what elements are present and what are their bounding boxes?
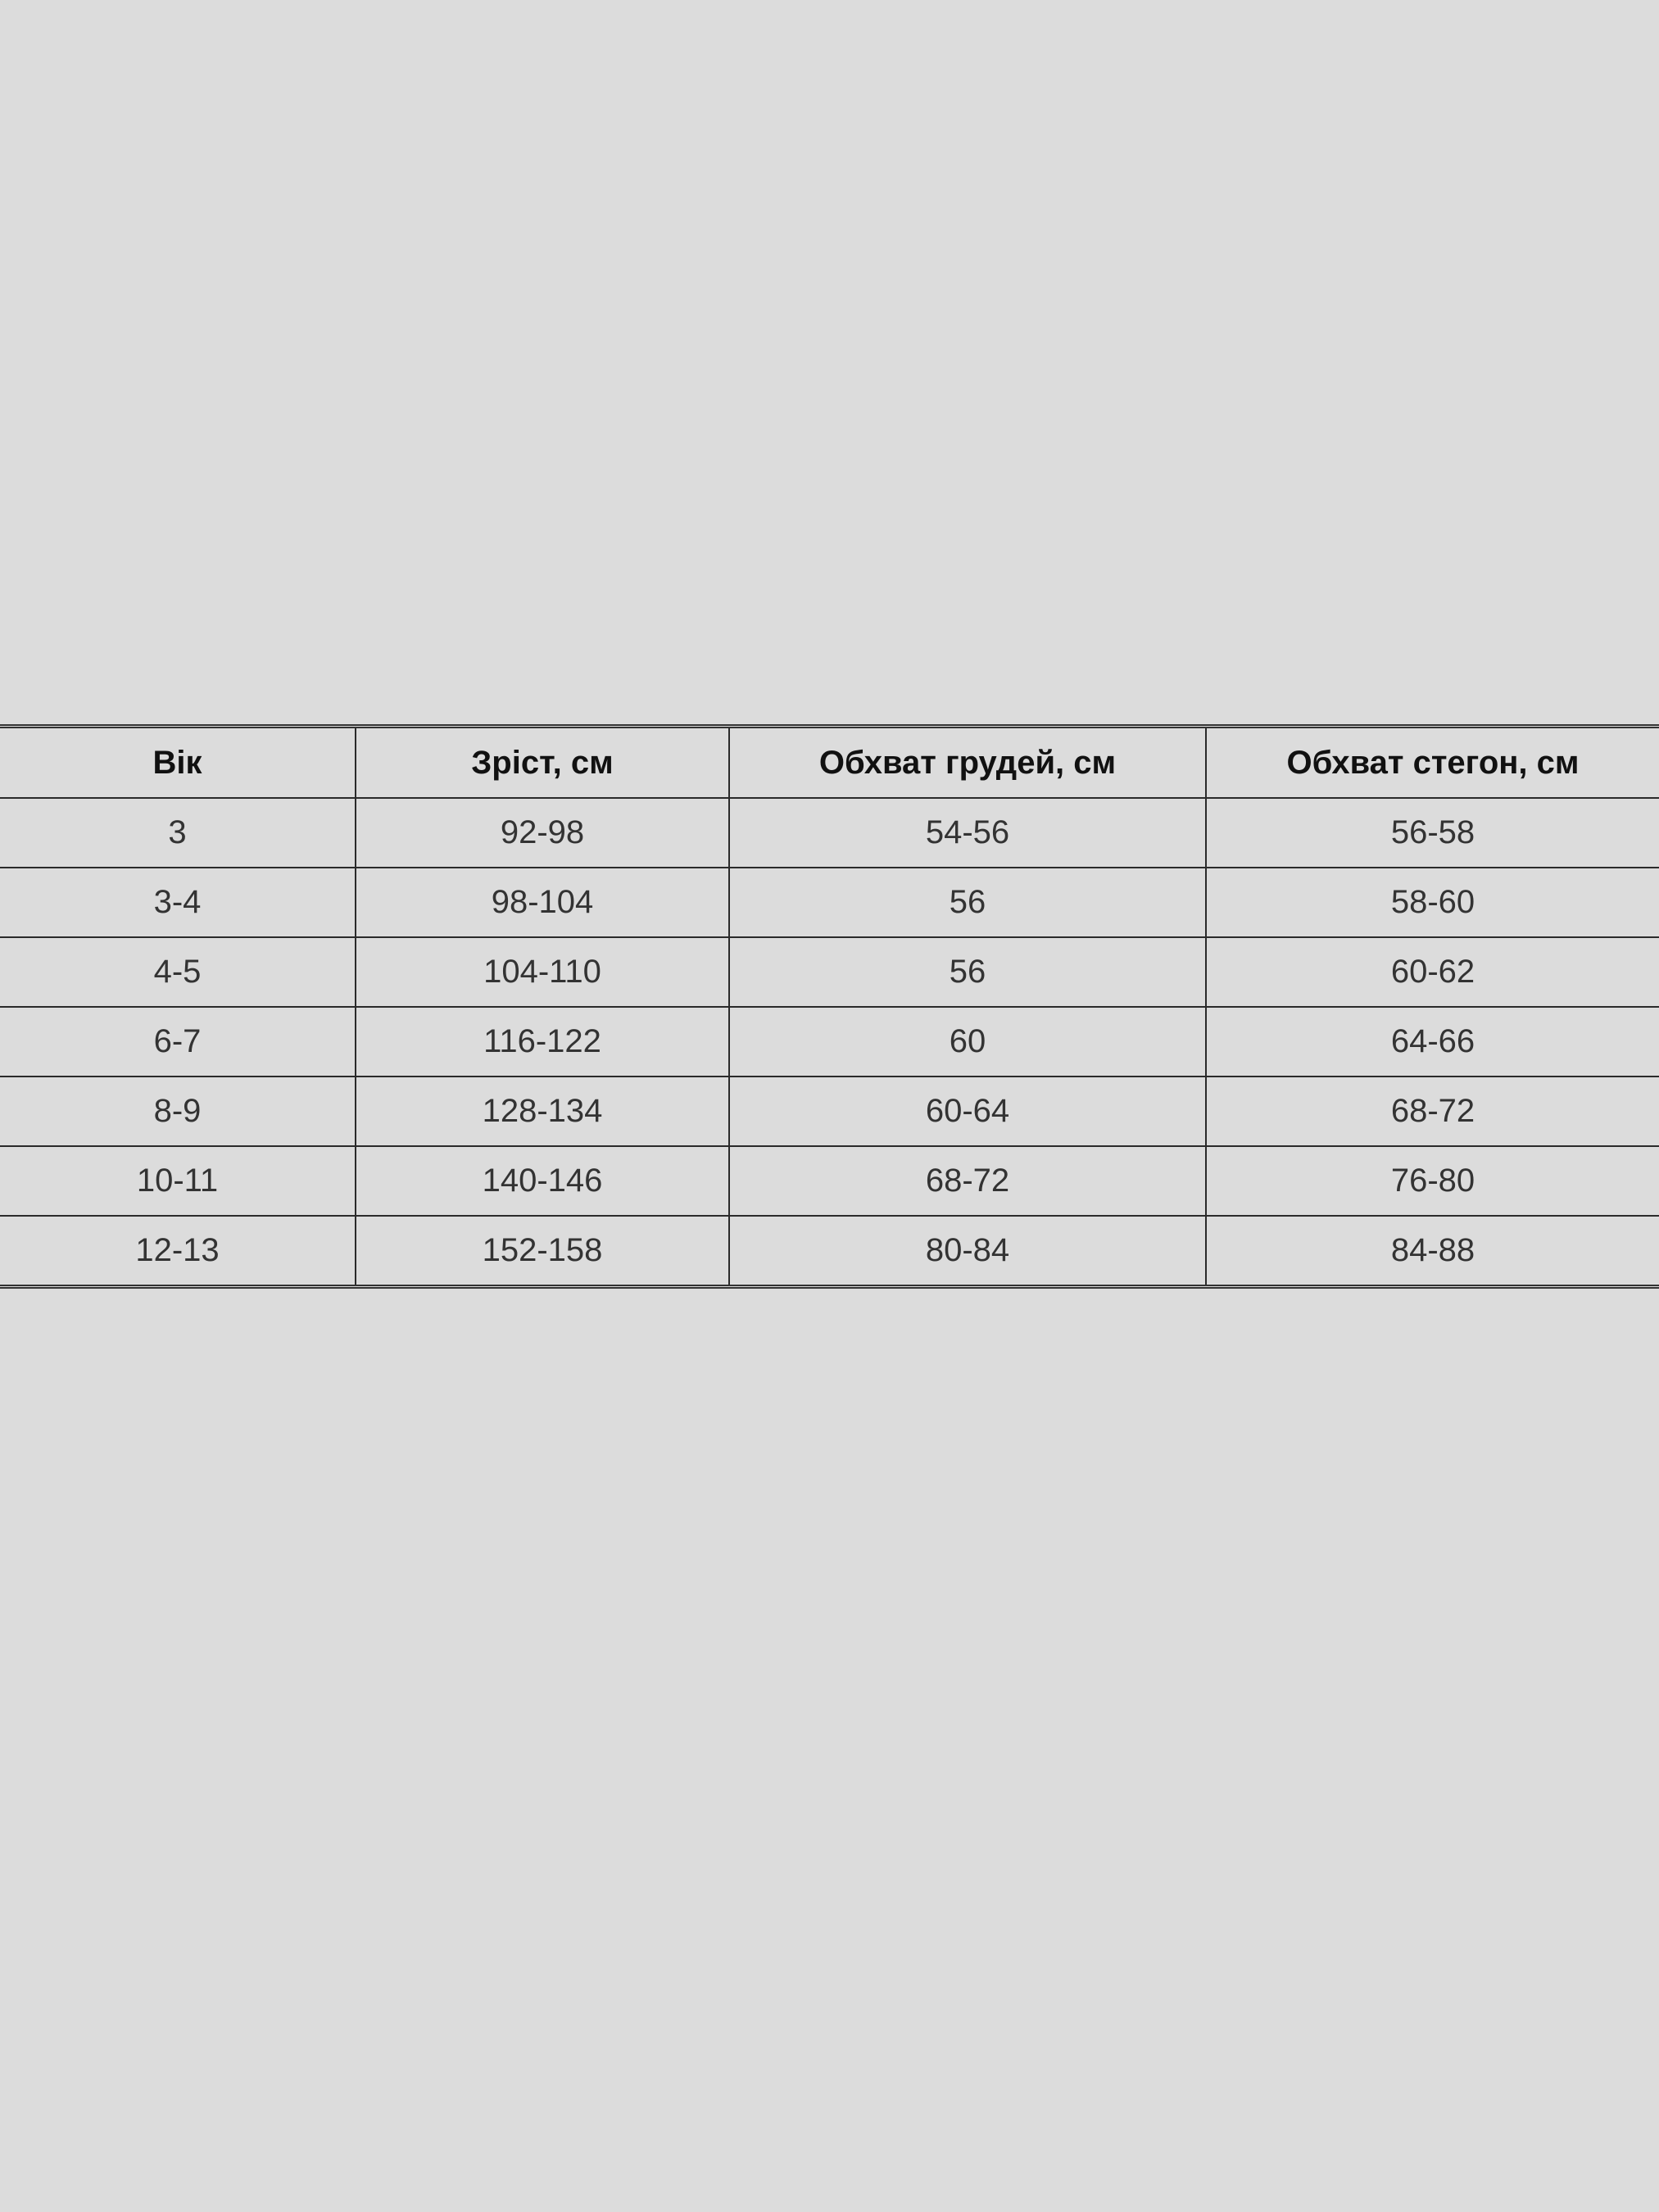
cell-age: 3-4 [0,867,356,938]
cell-age: 6-7 [0,1006,356,1077]
table-row: 12-13 152-158 80-84 84-88 [0,1215,1659,1288]
cell-hips: 76-80 [1205,1145,1659,1217]
cell-hips: 56-58 [1205,797,1659,868]
size-chart-table: Вік Зріст, см Обхват грудей, см Обхват с… [0,724,1659,1289]
table-row: 3 92-98 54-56 56-58 [0,797,1659,868]
header-row: Вік Зріст, см Обхват грудей, см Обхват с… [0,726,1659,799]
header-chest: Обхват грудей, см [728,726,1207,799]
cell-hips: 64-66 [1205,1006,1659,1077]
cell-age: 4-5 [0,936,356,1008]
cell-height: 116-122 [355,1006,730,1077]
cell-chest: 68-72 [728,1145,1207,1217]
cell-height: 128-134 [355,1076,730,1147]
cell-chest: 60-64 [728,1076,1207,1147]
cell-hips: 84-88 [1205,1215,1659,1288]
header-height: Зріст, см [355,726,730,799]
table-row: 10-11 140-146 68-72 76-80 [0,1145,1659,1217]
cell-height: 98-104 [355,867,730,938]
cell-height: 104-110 [355,936,730,1008]
cell-age: 3 [0,797,356,868]
table-row: 6-7 116-122 60 64-66 [0,1006,1659,1077]
cell-age: 10-11 [0,1145,356,1217]
table-row: 4-5 104-110 56 60-62 [0,936,1659,1008]
table-row: 8-9 128-134 60-64 68-72 [0,1076,1659,1147]
cell-chest: 60 [728,1006,1207,1077]
cell-hips: 60-62 [1205,936,1659,1008]
table-row: 3-4 98-104 56 58-60 [0,867,1659,938]
cell-height: 92-98 [355,797,730,868]
header-age: Вік [0,726,356,799]
cell-chest: 80-84 [728,1215,1207,1288]
cell-height: 152-158 [355,1215,730,1288]
cell-height: 140-146 [355,1145,730,1217]
header-hips: Обхват стегон, см [1205,726,1659,799]
cell-hips: 58-60 [1205,867,1659,938]
cell-chest: 56 [728,936,1207,1008]
cell-chest: 56 [728,867,1207,938]
cell-age: 8-9 [0,1076,356,1147]
cell-chest: 54-56 [728,797,1207,868]
cell-hips: 68-72 [1205,1076,1659,1147]
cell-age: 12-13 [0,1215,356,1288]
